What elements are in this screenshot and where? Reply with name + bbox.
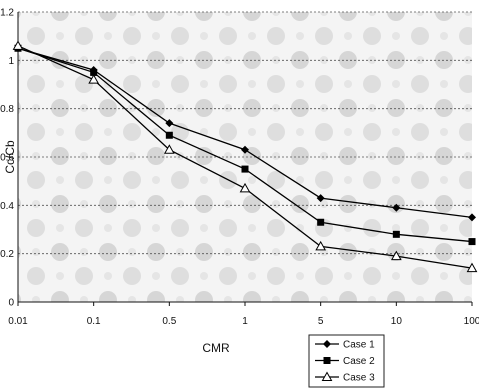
- x-tick-labels: 0.01 0.1 0.5 1 5 10 100: [8, 316, 479, 327]
- y-tick-label: 0: [8, 298, 14, 309]
- legend: Case 1 Case 2 Case 3: [308, 334, 385, 388]
- x-tick-label: 0.5: [162, 316, 176, 327]
- x-tick-label: 100: [464, 316, 479, 327]
- data-point: [468, 238, 476, 246]
- data-point: [390, 250, 402, 261]
- x-tick-label: 0.1: [87, 316, 101, 327]
- y-tick-label: 0.6: [0, 153, 14, 164]
- y-tick-label: 0.4: [0, 201, 14, 212]
- data-point: [241, 145, 249, 154]
- data-point: [392, 230, 400, 238]
- legend-label: Case 3: [343, 373, 375, 384]
- data-point: [12, 40, 24, 50]
- data-point: [88, 74, 100, 84]
- y-tick-label: 1: [8, 56, 14, 67]
- x-tick-label: 1: [242, 316, 248, 327]
- series-group: [12, 40, 478, 273]
- y-tick-label: 0.8: [0, 104, 14, 115]
- data-point: [165, 131, 173, 139]
- series-case-3: [12, 40, 478, 273]
- y-axis-title: Cc/Cb: [3, 140, 17, 174]
- data-point: [315, 240, 327, 251]
- legend-marker: [323, 357, 331, 364]
- data-point: [468, 213, 476, 222]
- y-tick-label: 1.2: [0, 8, 14, 19]
- axes: [17, 12, 473, 306]
- x-tick-label: 10: [391, 316, 403, 327]
- x-axis-title: CMR: [202, 341, 230, 355]
- y-tick-label: 0.2: [0, 249, 14, 260]
- data-point: [241, 165, 249, 173]
- legend-entry: Case 2: [315, 356, 375, 367]
- data-point: [163, 144, 175, 154]
- x-tick-label: 0.01: [8, 316, 28, 327]
- y-tick-labels: 0 0.2 0.4 0.6 0.8 1 1.2: [0, 8, 14, 309]
- data-point: [165, 119, 174, 128]
- data-point: [392, 203, 401, 212]
- data-point: [90, 68, 98, 76]
- data-point: [239, 182, 251, 193]
- legend-label: Case 1: [343, 340, 375, 351]
- legend-entry: Case 1: [315, 340, 375, 351]
- legend-marker: [321, 371, 333, 381]
- legend-entry: Case 3: [315, 371, 375, 384]
- data-point: [466, 262, 478, 273]
- legend-label: Case 2: [343, 356, 375, 367]
- legend-marker: [323, 340, 331, 348]
- x-tick-label: 5: [318, 316, 324, 327]
- data-point: [317, 218, 325, 226]
- data-point: [316, 194, 325, 203]
